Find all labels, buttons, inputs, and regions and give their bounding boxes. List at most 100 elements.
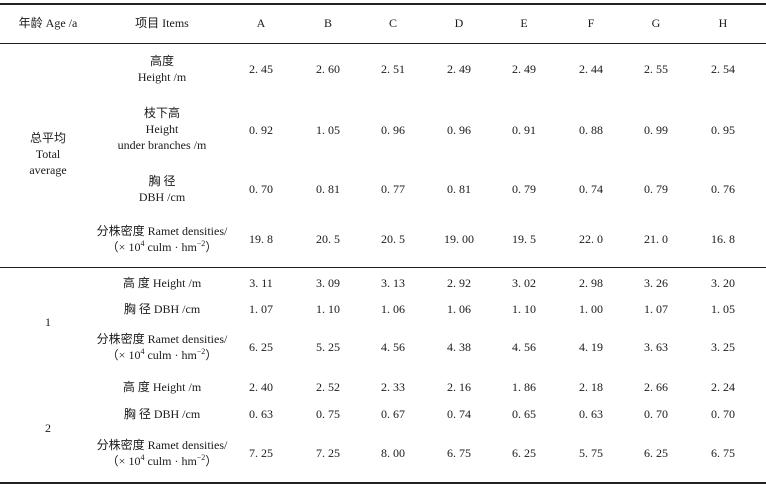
total-ramet-density-cell: 16. 8	[711, 232, 735, 246]
total-dbh-cell: 0. 79	[512, 182, 536, 196]
total-ramet-density-cell: 20. 5	[381, 232, 405, 246]
age1-ramet-density-cell: 6. 25	[249, 340, 273, 354]
header-col-h: H	[718, 16, 728, 30]
age2-ramet-density-cell: 8. 00	[381, 446, 405, 460]
age1-dbh-cell: 1. 07	[644, 302, 668, 316]
header-col-e: E	[520, 16, 528, 30]
total-label-cn: 总平均	[29, 131, 66, 145]
age2-height-cell: 2. 40	[249, 380, 273, 394]
total-under-branch-height-cell: 0. 91	[512, 123, 536, 137]
header-col-g: G	[651, 16, 661, 30]
age1-dbh-cell: 1. 00	[579, 302, 603, 316]
total-under-branch-height-cell: 0. 96	[381, 123, 405, 137]
label-line: （× 104 culm · hm−2）	[106, 347, 218, 363]
age1-height-cell: 2. 98	[579, 276, 603, 290]
label-line: DBH /cm	[138, 190, 186, 204]
age2-dbh-cell: 0. 65	[512, 407, 536, 421]
age2-height-cell: 2. 33	[381, 380, 405, 394]
total-ramet-label: 分株密度 Ramet densities/ （× 104 culm · hm−2…	[97, 223, 228, 255]
total-under-branch-height-cell: 0. 96	[447, 123, 471, 137]
label-line: （× 104 culm · hm−2）	[106, 239, 218, 255]
age1-dbh-label: 胸 径 DBH /cm	[123, 302, 201, 316]
label-line: under branches /m	[117, 138, 207, 152]
header-col-c: C	[388, 16, 398, 30]
label-line: 胸 径	[148, 174, 176, 188]
total-ramet-density-cell: 19. 5	[512, 232, 536, 246]
age2-dbh-cell: 0. 74	[447, 407, 471, 421]
age2-label: 2	[45, 421, 51, 435]
total-height-cell: 2. 45	[249, 62, 273, 76]
age2-dbh-cell: 0. 67	[381, 407, 405, 421]
total-under-branch-height-cell: 0. 92	[249, 123, 273, 137]
age2-height-cell: 2. 16	[447, 380, 471, 394]
header-col-a: A	[256, 16, 266, 30]
total-under-branch-height-cell: 1. 05	[316, 123, 340, 137]
age1-height-cell: 2. 92	[447, 276, 471, 290]
age1-ramet-density-cell: 5. 25	[316, 340, 340, 354]
total-dbh-label: 胸 径 DBH /cm	[139, 173, 185, 205]
age1-dbh-cell: 1. 07	[249, 302, 273, 316]
label-line: Height /m	[137, 70, 187, 84]
age1-height-cell: 3. 02	[512, 276, 536, 290]
total-dbh-cell: 0. 81	[447, 182, 471, 196]
total-height-cell: 2. 49	[447, 62, 471, 76]
total-dbh-cell: 0. 81	[316, 182, 340, 196]
header-col-f: F	[587, 16, 595, 30]
age1-dbh-cell: 1. 06	[381, 302, 405, 316]
section-rule	[0, 267, 766, 268]
age1-height-cell: 3. 13	[381, 276, 405, 290]
total-height-cell: 2. 51	[381, 62, 405, 76]
total-ramet-density-cell: 22. 0	[579, 232, 603, 246]
age2-height-cell: 2. 52	[316, 380, 340, 394]
age2-height-cell: 2. 18	[579, 380, 603, 394]
age2-dbh-cell: 0. 63	[249, 407, 273, 421]
age1-dbh-cell: 1. 10	[316, 302, 340, 316]
age1-height-label: 高 度 Height /m	[122, 276, 202, 290]
total-dbh-cell: 0. 77	[381, 182, 405, 196]
top-rule	[0, 3, 766, 5]
age1-height-cell: 3. 09	[316, 276, 340, 290]
age2-ramet-density-cell: 6. 25	[644, 446, 668, 460]
label-line: （× 104 culm · hm−2）	[106, 453, 218, 469]
header-items: 项目 Items	[135, 16, 189, 30]
age2-ramet-density-cell: 5. 75	[579, 446, 603, 460]
age2-ramet-density-cell: 6. 75	[711, 446, 735, 460]
age2-ramet-density-cell: 7. 25	[316, 446, 340, 460]
total-ramet-density-cell: 21. 0	[644, 232, 668, 246]
total-height-label: 高度 Height /m	[138, 53, 186, 85]
age1-ramet-density-cell: 4. 56	[381, 340, 405, 354]
age2-ramet-label: 分株密度 Ramet densities/ （× 104 culm · hm−2…	[97, 437, 228, 469]
total-ramet-density-cell: 19. 00	[444, 232, 474, 246]
age1-height-cell: 3. 11	[249, 276, 273, 290]
total-ramet-density-cell: 19. 8	[249, 232, 273, 246]
total-under-branch-label: 枝下高 Height under branches /m	[118, 105, 207, 153]
age1-height-cell: 3. 20	[711, 276, 735, 290]
age1-dbh-cell: 1. 10	[512, 302, 536, 316]
total-under-branch-height-cell: 0. 95	[711, 123, 735, 137]
age2-ramet-density-cell: 6. 75	[447, 446, 471, 460]
header-age: 年龄 Age /a	[18, 16, 78, 30]
label-line: 高度	[149, 54, 175, 68]
age2-dbh-cell: 0. 75	[316, 407, 340, 421]
total-height-cell: 2. 55	[644, 62, 668, 76]
total-average-label: 总平均 Total average	[29, 130, 66, 178]
age2-dbh-label: 胸 径 DBH /cm	[123, 407, 201, 421]
age1-ramet-density-cell: 4. 38	[447, 340, 471, 354]
total-under-branch-height-cell: 0. 99	[644, 123, 668, 137]
age2-height-label: 高 度 Height /m	[122, 380, 202, 394]
total-height-cell: 2. 49	[512, 62, 536, 76]
bottom-rule	[0, 482, 766, 484]
age1-dbh-cell: 1. 06	[447, 302, 471, 316]
label-line: 分株密度 Ramet densities/	[96, 224, 228, 238]
header-col-b: B	[323, 16, 333, 30]
total-ramet-density-cell: 20. 5	[316, 232, 340, 246]
age2-dbh-cell: 0. 70	[711, 407, 735, 421]
age2-ramet-density-cell: 6. 25	[512, 446, 536, 460]
age2-dbh-cell: 0. 70	[644, 407, 668, 421]
age1-dbh-cell: 1. 05	[711, 302, 735, 316]
age1-height-cell: 3. 26	[644, 276, 668, 290]
total-under-branch-height-cell: 0. 88	[579, 123, 603, 137]
age1-ramet-density-cell: 4. 19	[579, 340, 603, 354]
age1-ramet-density-cell: 3. 63	[644, 340, 668, 354]
total-height-cell: 2. 60	[316, 62, 340, 76]
